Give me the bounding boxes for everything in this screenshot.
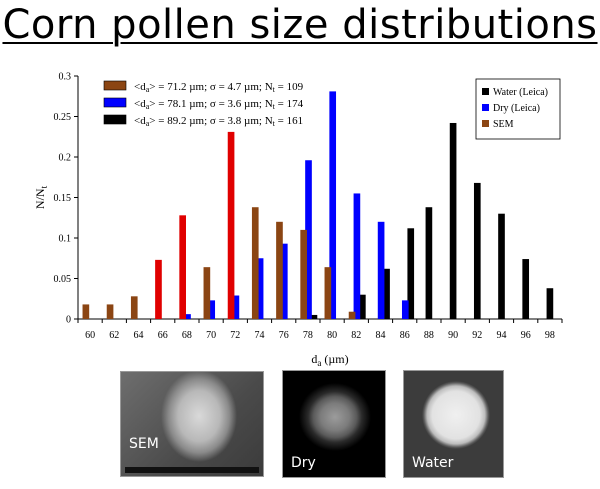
bar-dry-leica--78 <box>305 160 312 319</box>
bar-dry-leica--68 <box>184 314 191 319</box>
legend-label: SEM <box>493 119 514 130</box>
bar-dry-leica--70 <box>208 300 216 319</box>
bar-dry-leica--76 <box>280 243 288 319</box>
x-tick-label: 98 <box>545 330 555 341</box>
bar-sem-80 <box>324 267 332 319</box>
bar-dry-leica--86 <box>401 300 409 319</box>
stats-text: <da> = 71.2 µm; σ = 4.7 µm; Nt = 109 <box>134 81 304 94</box>
bar-dry-leica--82 <box>353 193 361 319</box>
bar-water-leica--96 <box>522 259 530 319</box>
legend-box <box>475 78 561 140</box>
x-tick-label: 62 <box>109 330 119 341</box>
water-micrograph: Water <box>403 370 504 478</box>
bar-sem-82 <box>348 311 356 319</box>
y-tick-label: 0 <box>66 315 71 326</box>
bar-dry-leica--74 <box>256 258 264 319</box>
y-tick-label: 0.25 <box>54 112 72 123</box>
x-tick-label: 66 <box>158 330 168 341</box>
x-tick-label: 68 <box>182 330 192 341</box>
bar-sem-72 <box>227 131 235 319</box>
bar-water-leica--86 <box>407 228 415 319</box>
x-tick-label: 82 <box>351 330 361 341</box>
chart-labels: 0 0.05 0.1 0.15 0.2 0.25 0.3 60 62 64 66 68 70 72 74 76… <box>33 72 555 369</box>
bar-sem-66 <box>155 259 162 319</box>
bar-sem-64 <box>130 296 138 319</box>
page-title: Corn pollen size distributions <box>2 2 598 48</box>
dry-label: Dry <box>291 455 316 471</box>
bar-sem-70 <box>203 267 211 319</box>
sem-micrograph: SEM <box>120 371 264 477</box>
bar-dry-leica--80 <box>329 91 337 319</box>
x-tick-label: 86 <box>400 330 410 341</box>
chart-bars <box>82 91 554 319</box>
y-tick-label: 0.3 <box>59 72 72 83</box>
x-tick-label: 90 <box>448 330 458 341</box>
y-tick-label: 0.05 <box>54 274 72 285</box>
bar-water-leica--84 <box>383 268 390 319</box>
bar-sem-60 <box>82 304 90 319</box>
bar-water-leica--94 <box>498 213 505 319</box>
stats-legend: <da> = 71.2 µm; σ = 4.7 µm; Nt = 109 <da>… <box>103 80 304 128</box>
bar-sem-76 <box>276 221 283 319</box>
y-tick-label: 0.2 <box>59 153 72 164</box>
x-tick-label: 80 <box>327 330 337 341</box>
bar-dry-leica--72 <box>232 295 240 319</box>
x-tick-label: 70 <box>206 330 216 341</box>
x-tick-label: 60 <box>85 330 95 341</box>
scale-bar <box>125 467 259 473</box>
x-tick-label: 72 <box>230 330 240 341</box>
bar-water-leica--92 <box>473 182 481 319</box>
stats-swatch <box>103 114 127 125</box>
dry-micrograph: Dry <box>282 370 386 478</box>
x-tick-label: 84 <box>376 330 386 341</box>
legend-label: Water (Leica) <box>493 87 548 98</box>
bar-sem-74 <box>251 207 259 319</box>
bar-sem-62 <box>106 304 114 319</box>
bar-water-leica--98 <box>546 288 554 319</box>
stats-text: <da> = 89.2 µm; σ = 3.8 µm; Nt = 161 <box>134 115 303 128</box>
x-tick-label: 94 <box>497 330 507 341</box>
legend-swatch <box>482 88 489 95</box>
stats-swatch <box>103 97 127 108</box>
bar-water-leica--90 <box>449 122 457 319</box>
y-tick-label: 0.15 <box>54 193 72 204</box>
legend-swatch <box>482 120 489 127</box>
bar-dry-leica--84 <box>377 221 385 319</box>
bar-sem-78 <box>300 229 307 319</box>
x-tick-label: 76 <box>279 330 289 341</box>
bar-water-leica--78 <box>310 314 318 319</box>
bar-sem-68 <box>179 215 186 319</box>
stats-swatch <box>103 80 127 91</box>
stats-text: <da> = 78.1 µm; σ = 3.6 µm; Nt = 174 <box>134 98 304 111</box>
legend-swatch <box>482 104 489 111</box>
y-tick-label: 0.1 <box>59 234 72 245</box>
x-axis-label: da (µm) <box>311 352 348 368</box>
bar-water-leica--82 <box>359 294 366 319</box>
x-tick-label: 64 <box>134 330 144 341</box>
x-tick-label: 96 <box>521 330 531 341</box>
bar-chart: 0 0.05 0.1 0.15 0.2 0.25 0.3 60 62 64 66 68 70 72 74 76… <box>33 72 563 369</box>
water-label: Water <box>412 455 454 471</box>
x-tick-label: 74 <box>255 330 265 341</box>
series-legend: Water (Leica) Dry (Leica) SEM <box>475 78 561 140</box>
sem-label: SEM <box>129 436 159 452</box>
x-tick-label: 88 <box>424 330 434 341</box>
bar-water-leica--88 <box>425 207 433 319</box>
x-tick-label: 92 <box>472 330 482 341</box>
x-tick-label: 78 <box>303 330 313 341</box>
y-axis-label: N/Nt <box>33 185 49 209</box>
legend-label: Dry (Leica) <box>493 103 540 114</box>
